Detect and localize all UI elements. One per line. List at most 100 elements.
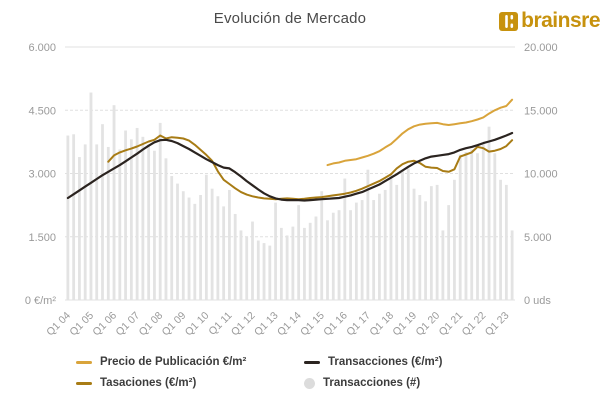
legend-item-transacciones-numero[interactable]: Transacciones (#)	[304, 375, 420, 391]
x-axis-tick-label: Q1 04	[44, 310, 73, 339]
transactions-bar	[435, 184, 439, 300]
x-axis-tick-label: Q1 11	[206, 310, 234, 338]
transactions-bar	[66, 135, 70, 300]
transactions-bar	[470, 149, 474, 300]
x-axis-tick-label: Q1 17	[344, 310, 373, 339]
transactions-bar	[228, 189, 231, 300]
transactions-bar	[158, 122, 162, 301]
transactions-bar	[389, 174, 393, 300]
legend-marker-transacciones-precio	[304, 360, 320, 364]
transactions-bar	[504, 184, 508, 300]
x-axis-tick-label: Q1 23	[483, 310, 512, 339]
series-line-transacciones-precio	[66, 131, 514, 202]
transactions-bar	[481, 143, 485, 300]
x-axis-tick-label: Q1 22	[460, 310, 489, 339]
transactions-bar	[153, 150, 156, 300]
brainsre-logo-icon	[499, 11, 519, 31]
transactions-bar	[378, 193, 381, 300]
chart-title: Evolución de Mercado	[213, 10, 367, 27]
transactions-bar	[268, 245, 272, 300]
transactions-bar	[170, 176, 174, 300]
y-axis-tick-label-left: 6.000	[28, 42, 56, 54]
transactions-bar	[106, 146, 110, 300]
legend-marker-tasaciones	[76, 381, 92, 385]
transactions-bar	[493, 153, 497, 300]
y-axis-tick-label-right: 15.000	[524, 105, 558, 117]
x-axis-tick-label: Q1 18	[367, 310, 396, 339]
legend-marker-precio-publicacion	[76, 360, 92, 364]
transactions-bar	[239, 230, 243, 300]
transactions-bar	[83, 144, 87, 300]
transactions-bar	[164, 158, 168, 300]
transactions-bar	[141, 136, 145, 300]
transactions-bar	[199, 195, 202, 300]
transactions-bar	[291, 226, 295, 300]
transactions-bar	[193, 203, 197, 300]
x-axis-tick-label: Q1 15	[298, 310, 327, 339]
y-axis-tick-label-right: 10.000	[524, 169, 558, 181]
x-axis-tick-label: Q1 20	[414, 310, 443, 339]
x-axis-tick-label: Q1 05	[67, 310, 96, 339]
transactions-bar	[453, 179, 456, 300]
transactions-bar	[135, 127, 139, 301]
transactions-bar	[331, 212, 335, 300]
transactions-bar	[78, 157, 81, 300]
chart-plot-area: 6.000 20.000 4.500 15.000 3.000 10.000 1.500 5.…	[25, 42, 558, 339]
transactions-bar	[487, 126, 491, 300]
transactions-bar	[112, 105, 116, 300]
legend-label: Transacciones (€/m²)	[328, 356, 443, 368]
transactions-bar	[256, 240, 260, 300]
transactions-bar	[326, 220, 329, 300]
transactions-bar	[245, 236, 249, 300]
legend-item-tasaciones[interactable]: Tasaciones (€/m²)	[76, 375, 196, 391]
transactions-bar	[129, 139, 133, 300]
x-axis-tick-label: Q1 13	[252, 310, 281, 339]
transactions-bar	[187, 197, 191, 300]
transactions-bar	[476, 153, 479, 300]
transactions-bar	[210, 188, 214, 300]
transactions-bar	[181, 191, 185, 300]
transactions-bar	[349, 210, 352, 300]
x-axis-tick-label: Q1 12	[229, 310, 258, 339]
y-axis-tick-label-right: 0 uds	[524, 295, 551, 307]
transactions-bar	[320, 191, 324, 300]
transactions-bar	[176, 183, 179, 300]
x-axis-tick-label: Q1 21	[437, 310, 466, 339]
transactions-bar	[89, 92, 93, 300]
y-axis-tick-label-right: 20.000	[524, 42, 558, 54]
transactions-bar	[147, 144, 151, 300]
series-line-tasaciones	[107, 134, 514, 201]
transactions-bar	[372, 200, 376, 300]
transactions-bar	[285, 235, 289, 300]
transactions-bar	[308, 222, 312, 300]
transactions-bar	[101, 124, 104, 300]
legend-label: Tasaciones (€/m²)	[100, 377, 197, 389]
x-axis-tick-label: Q1 08	[137, 310, 166, 339]
transactions-bar	[343, 178, 347, 300]
transactions-bar	[297, 205, 301, 300]
transactions-bar	[406, 168, 410, 300]
transactions-bar	[204, 174, 208, 300]
legend-item-transacciones-precio[interactable]: Transacciones (€/m²)	[304, 354, 442, 370]
brainsre-logo: brainsre	[499, 9, 600, 33]
transactions-bar	[464, 151, 468, 300]
transactions-bar	[366, 169, 370, 300]
x-axis-tick-label: Q1 07	[114, 310, 143, 339]
legend-item-precio-publicacion[interactable]: Precio de Publicación €/m²	[76, 354, 246, 370]
transactions-bar	[303, 227, 306, 300]
x-axis-tick-label: Q1 10	[183, 310, 212, 339]
transactions-bar	[233, 213, 237, 300]
transactions-bar	[279, 227, 283, 300]
transactions-bar	[424, 201, 427, 300]
legend-marker-transacciones-numero	[304, 377, 315, 389]
transactions-bar	[360, 200, 364, 300]
x-axis-tick-label: Q1 06	[90, 310, 119, 339]
transactions-bar	[383, 189, 387, 300]
transactions-bar	[447, 205, 451, 300]
y-axis-tick-label-left: 3.000	[28, 169, 56, 181]
transactions-bar	[251, 221, 254, 300]
x-axis-tick-label: Q1 19	[390, 310, 419, 339]
y-axis-tick-label-right: 5.000	[524, 232, 552, 244]
y-axis-tick-label-left: 4.500	[28, 105, 56, 117]
